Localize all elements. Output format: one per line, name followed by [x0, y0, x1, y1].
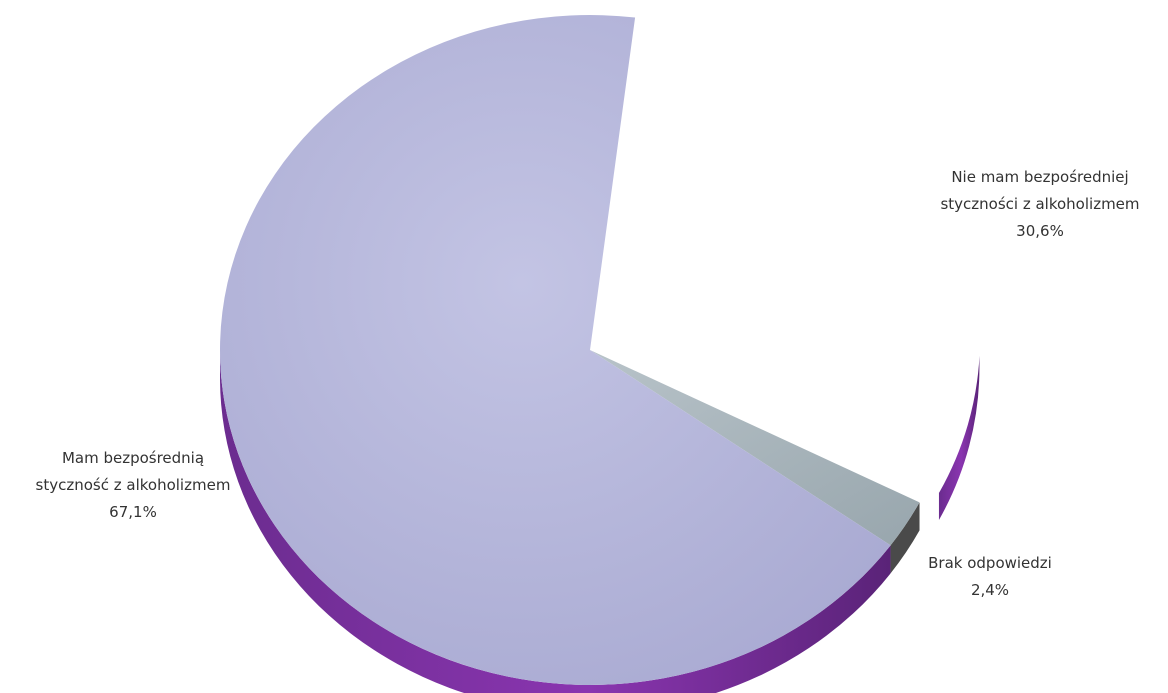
slice-label-no-answer: Brak odpowiedzi 2,4% [928, 554, 1052, 599]
pie-sides [220, 339, 980, 693]
slice-label-contact: Mam bezpośrednią styczność z alkoholizme… [36, 449, 231, 521]
slice-value-no-answer: 2,4% [971, 581, 1009, 599]
slice-no-answer-side [890, 502, 920, 574]
slice-value-no-contact: 30,6% [1016, 222, 1064, 240]
slice-contact [219, 14, 891, 685]
slice-label-no-contact-line-1: Nie mam bezpośredniej [951, 168, 1128, 186]
slice-no-contact-side [938, 339, 980, 521]
slice-label-no-contact: Nie mam bezpośredniej styczności z alkoh… [940, 168, 1139, 240]
slice-no-contact [608, 6, 980, 493]
slice-label-no-answer-line-1: Brak odpowiedzi [928, 554, 1052, 572]
slice-label-contact-line-2: styczność z alkoholizmem [36, 476, 231, 494]
slice-no-answer [590, 350, 920, 546]
slice-value-contact: 67,1% [109, 503, 157, 521]
slice-label-no-contact-line-2: styczności z alkoholizmem [940, 195, 1139, 213]
pie-slices [219, 6, 980, 685]
slice-label-contact-line-1: Mam bezpośrednią [62, 449, 204, 467]
